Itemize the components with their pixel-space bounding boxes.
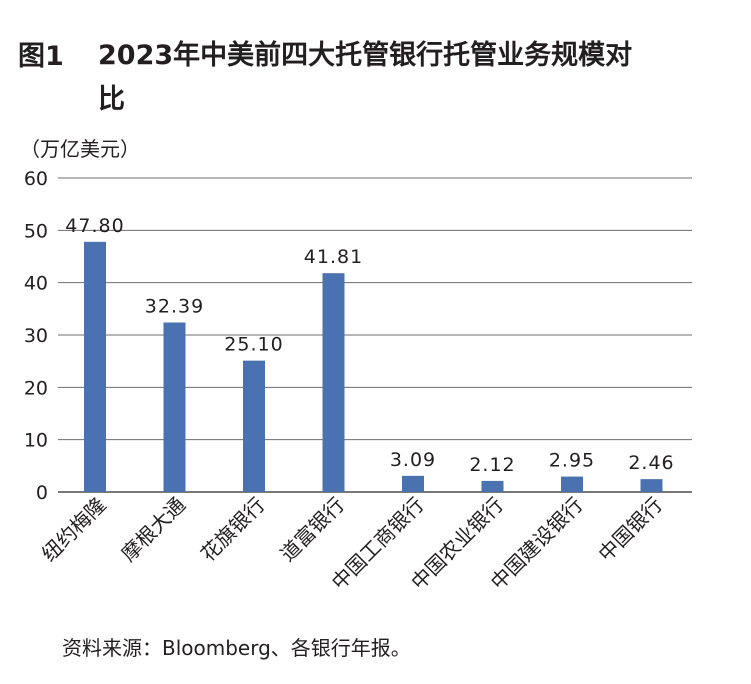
bar-5: [402, 475, 424, 492]
bar-2: [163, 322, 186, 492]
gridlines: [58, 177, 692, 493]
x-tick-label: 摩根大通: [116, 493, 190, 567]
x-tick-label: 花旗银行: [196, 493, 270, 567]
value-label: 25.10: [224, 334, 283, 356]
value-label: 2.12: [469, 454, 515, 476]
bar-4: [322, 273, 345, 492]
value-label: 2.46: [628, 452, 674, 474]
figure-label: 图1: [18, 41, 64, 72]
y-tick-label: 60: [24, 168, 48, 190]
y-tick-label: 20: [24, 377, 48, 399]
value-label: 32.39: [145, 295, 204, 317]
value-label: 47.80: [65, 215, 124, 237]
bar-8: [640, 479, 663, 492]
x-tick-label: 道富银行: [275, 493, 349, 567]
value-label: 2.95: [549, 450, 595, 472]
y-tick-label: 30: [24, 325, 48, 347]
value-labels: 47.80 32.39 25.10 41.81 3.09 2.12 2.95 2.46: [65, 215, 674, 476]
bar-3: [243, 360, 265, 492]
bar-1: [84, 241, 106, 492]
y-tick-label: 50: [24, 220, 48, 242]
y-tick-label: 40: [24, 273, 48, 295]
source-note: 资料来源：Bloomberg、各银行年报。: [62, 636, 411, 660]
x-tick-label: 中国银行: [593, 493, 667, 567]
value-label: 3.09: [390, 449, 436, 471]
bars: [84, 241, 663, 492]
y-axis-ticks: 0 10 20 30 40 50 60: [24, 168, 48, 504]
bar-6: [481, 480, 504, 492]
unit-label: （万亿美元）: [20, 137, 140, 161]
value-label: 41.81: [304, 246, 363, 268]
bar-7: [561, 476, 583, 492]
y-tick-label: 0: [36, 482, 48, 504]
x-tick-label: 纽约梅隆: [37, 493, 111, 567]
chart-title: 2023年中美前四大托管银行托管业务规模对比: [98, 40, 633, 115]
y-tick-label: 10: [24, 430, 48, 452]
